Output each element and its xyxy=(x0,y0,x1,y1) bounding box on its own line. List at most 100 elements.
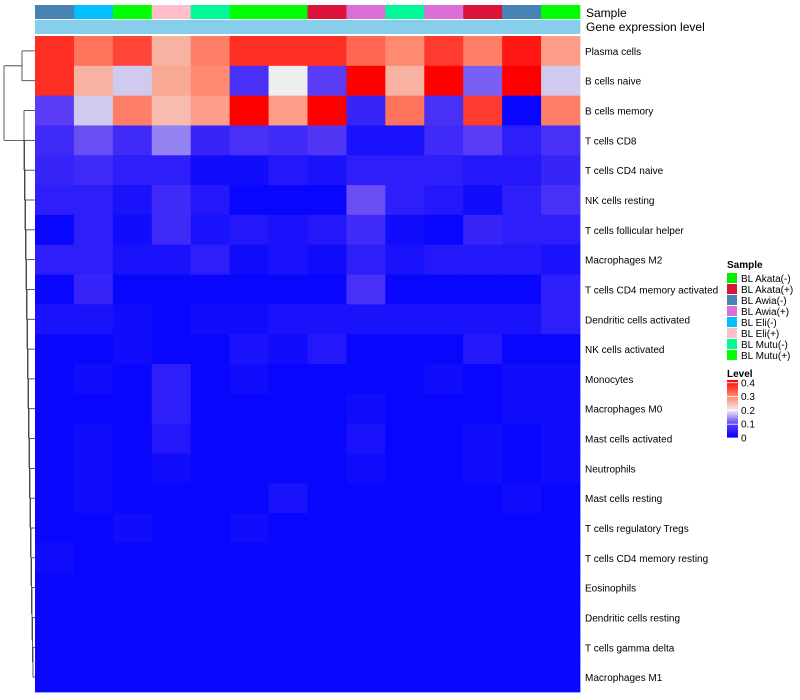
cell-r20-c13 xyxy=(541,632,581,663)
cell-r21-c9 xyxy=(385,662,425,693)
cell-r21-c4 xyxy=(190,662,231,693)
cell-r4-c8 xyxy=(346,155,386,186)
gene-anno-cell-10 xyxy=(424,20,464,34)
legend-sample-title: Sample xyxy=(727,260,763,271)
cell-r2-c4 xyxy=(190,95,231,126)
cell-r14-c1 xyxy=(73,453,114,484)
cell-r10-c5 xyxy=(229,334,269,365)
cell-r15-c7 xyxy=(307,483,347,514)
cell-r16-c12 xyxy=(502,513,542,544)
legend-level-tick-label: 0.3 xyxy=(741,392,755,403)
cell-r19-c6 xyxy=(268,602,308,633)
gene-anno-cell-9 xyxy=(385,20,425,34)
cell-r5-c12 xyxy=(502,185,542,216)
cell-r18-c13 xyxy=(541,572,581,603)
cell-r13-c5 xyxy=(229,423,269,454)
cell-r18-c5 xyxy=(229,572,269,603)
cell-r6-c6 xyxy=(268,214,308,246)
legend-label: BL Mutu(+) xyxy=(741,351,790,362)
gene-anno-cell-3 xyxy=(151,20,192,34)
cell-r11-c11 xyxy=(463,364,503,395)
cell-r6-c11 xyxy=(463,214,503,246)
row-label: T cells CD4 memory activated xyxy=(585,285,718,296)
sample-anno-cell-13 xyxy=(541,5,581,19)
legend-swatch xyxy=(727,306,737,316)
cell-r13-c11 xyxy=(463,423,503,454)
cell-r18-c9 xyxy=(385,572,425,603)
cell-r1-c13 xyxy=(541,65,581,97)
cell-r3-c2 xyxy=(112,125,153,156)
cell-r6-c3 xyxy=(151,214,192,246)
gene-anno-cell-0 xyxy=(35,20,75,34)
legend-level-tick-label: 0.2 xyxy=(741,406,755,417)
legend-swatch xyxy=(727,339,737,349)
row-label: T cells CD4 naive xyxy=(585,166,664,177)
cell-r0-c9 xyxy=(385,36,425,67)
legend-swatch xyxy=(727,295,737,305)
cell-r16-c1 xyxy=(73,513,114,544)
cell-r6-c4 xyxy=(190,214,231,246)
cell-r4-c0 xyxy=(35,155,75,186)
cell-r2-c2 xyxy=(112,95,153,126)
cell-r4-c1 xyxy=(73,155,114,186)
cell-r0-c1 xyxy=(73,36,114,67)
gene-anno-cell-7 xyxy=(307,20,347,34)
cell-r21-c6 xyxy=(268,662,308,693)
cell-r14-c10 xyxy=(424,453,464,484)
cell-r3-c11 xyxy=(463,125,503,156)
cell-r12-c6 xyxy=(268,393,308,425)
cell-r3-c3 xyxy=(151,125,192,156)
cell-r0-c8 xyxy=(346,36,386,67)
cell-r16-c5 xyxy=(229,513,269,544)
cell-r14-c3 xyxy=(151,453,192,484)
cell-r3-c8 xyxy=(346,125,386,156)
cell-r4-c7 xyxy=(307,155,347,186)
row-labels: Plasma cells B cells naive B cells memory T… xyxy=(585,47,718,684)
legend-label: BL Eli(-) xyxy=(741,318,777,329)
cell-r6-c13 xyxy=(541,214,581,246)
cell-r15-c3 xyxy=(151,483,192,514)
cell-r11-c7 xyxy=(307,364,347,395)
cell-r9-c12 xyxy=(502,304,542,335)
cell-r17-c6 xyxy=(268,542,308,574)
cell-r14-c7 xyxy=(307,453,347,484)
cell-r7-c6 xyxy=(268,244,308,275)
cell-r21-c12 xyxy=(502,662,542,693)
cell-r19-c2 xyxy=(112,602,153,633)
gene-expression-annotation-bar xyxy=(35,20,581,34)
cell-r11-c9 xyxy=(385,364,425,395)
cell-r17-c2 xyxy=(112,542,153,574)
cell-r9-c13 xyxy=(541,304,581,335)
cell-r5-c9 xyxy=(385,185,425,216)
cell-r3-c12 xyxy=(502,125,542,156)
legend-label: BL Awia(-) xyxy=(741,296,787,307)
sample-anno-cell-10 xyxy=(424,5,464,19)
cell-r4-c6 xyxy=(268,155,308,186)
cell-r10-c13 xyxy=(541,334,581,365)
cell-r7-c13 xyxy=(541,244,581,275)
cell-r11-c8 xyxy=(346,364,386,395)
cell-r15-c1 xyxy=(73,483,114,514)
row-label: B cells memory xyxy=(585,107,653,118)
legend-level-title: Level xyxy=(727,369,753,380)
cell-r21-c8 xyxy=(346,662,386,693)
cell-r13-c4 xyxy=(190,423,231,454)
cell-r5-c7 xyxy=(307,185,347,216)
cell-r15-c0 xyxy=(35,483,75,514)
sample-anno-cell-0 xyxy=(35,5,75,19)
cell-r14-c6 xyxy=(268,453,308,484)
cell-r11-c1 xyxy=(73,364,114,395)
sample-anno-cell-6 xyxy=(268,5,308,19)
row-label: NK cells resting xyxy=(585,196,654,207)
cell-r17-c3 xyxy=(151,542,192,574)
cell-r10-c3 xyxy=(151,334,192,365)
cell-r18-c4 xyxy=(190,572,231,603)
gene-anno-cell-11 xyxy=(463,20,503,34)
legend-swatch xyxy=(727,317,737,327)
cell-r5-c11 xyxy=(463,185,503,216)
sample-anno-cell-8 xyxy=(346,5,386,19)
cell-r0-c5 xyxy=(229,36,269,67)
heatmap-cells xyxy=(35,36,581,693)
cell-r5-c8 xyxy=(346,185,386,216)
